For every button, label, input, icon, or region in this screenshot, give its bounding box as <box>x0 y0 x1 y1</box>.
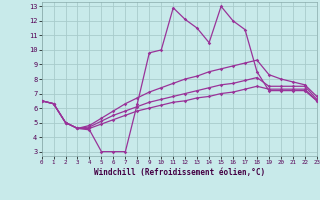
X-axis label: Windchill (Refroidissement éolien,°C): Windchill (Refroidissement éolien,°C) <box>94 168 265 177</box>
